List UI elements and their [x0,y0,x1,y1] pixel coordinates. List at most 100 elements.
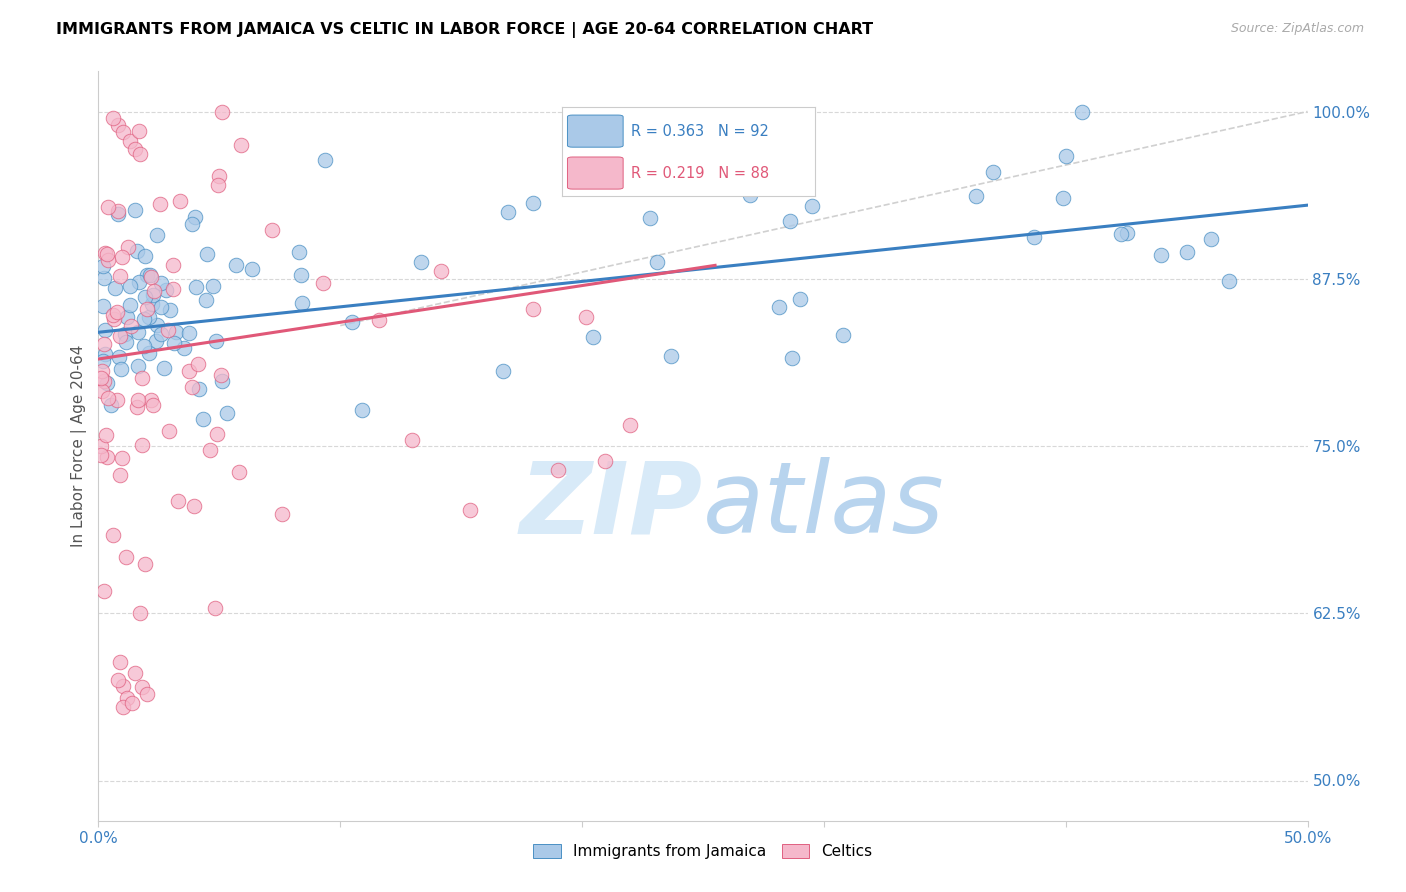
Point [103,308,125,322]
Point [1201,232,1223,246]
Point [150,277,173,291]
Point [125,244,148,259]
Point [97,252,120,267]
Text: IMMIGRANTS FROM JAMAICA VS CELTIC IN LABOR FORCE | AGE 20-64 CORRELATION CHART: IMMIGRANTS FROM JAMAICA VS CELTIC IN LAB… [56,22,873,38]
Point [157,425,180,439]
Point [131,680,153,694]
Point [145,334,167,348]
Point [117,690,139,705]
Point [207,178,229,192]
Point [832,327,855,342]
Point [128,123,150,137]
Point [142,285,165,299]
Point [107,351,129,365]
Point [173,341,195,355]
Point [120,298,142,312]
Point [104,281,127,295]
Text: atlas: atlas [703,458,945,555]
Point [314,153,336,168]
Point [93,337,115,351]
Point [149,197,172,211]
Point [593,454,616,468]
Point [1109,227,1132,241]
Point [150,327,173,342]
Point [195,247,218,261]
Point [163,336,186,351]
Point [647,255,669,269]
Point [107,206,129,220]
Point [207,169,229,183]
Point [114,327,136,342]
Point [150,301,173,315]
Point [100,398,122,412]
Point [129,606,152,620]
Point [90,363,112,377]
Point [768,300,790,314]
Point [146,227,169,242]
Point [90,448,112,462]
Point [115,549,138,564]
Point [124,666,146,681]
FancyBboxPatch shape [568,157,623,189]
Point [205,334,228,349]
Point [789,292,811,306]
Point [411,254,433,268]
Text: R = 0.219   N = 88: R = 0.219 N = 88 [631,166,769,180]
Point [90,371,112,385]
Point [1116,226,1139,240]
Point [94,427,117,442]
Point [141,297,163,311]
Point [128,147,150,161]
Point [575,310,598,324]
Point [169,194,191,209]
Point [153,361,176,376]
Y-axis label: In Labor Force | Age 20-64: In Labor Force | Age 20-64 [72,345,87,547]
Point [177,326,200,341]
Point [311,277,333,291]
Point [91,299,114,313]
Text: R = 0.363   N = 92: R = 0.363 N = 92 [631,124,769,138]
Legend: Immigrants from Jamaica, Celtics: Immigrants from Jamaica, Celtics [527,838,879,865]
Point [90,439,112,453]
Point [340,315,363,329]
Point [134,557,156,571]
Point [120,319,142,334]
Point [94,323,117,337]
Point [124,202,146,217]
Point [522,196,544,211]
Point [228,465,250,479]
Point [659,349,682,363]
Point [125,401,148,415]
Point [142,398,165,412]
Point [291,296,314,310]
Point [271,508,294,522]
Point [112,679,135,693]
Point [779,214,801,228]
Point [134,249,156,263]
Point [136,301,159,316]
Point [1218,274,1240,288]
Point [96,376,118,390]
Point [138,310,160,325]
Point [138,346,160,360]
Point [204,601,226,615]
Text: ZIP: ZIP [520,458,703,555]
Point [111,451,134,466]
Point [127,326,149,340]
Point [1175,245,1198,260]
Point [496,205,519,219]
Point [188,382,211,396]
Point [350,403,373,417]
Point [128,275,150,289]
Point [183,211,205,225]
Text: Source: ZipAtlas.com: Source: ZipAtlas.com [1230,22,1364,36]
Point [132,339,155,353]
Point [90,384,112,398]
Point [142,288,165,302]
Point [117,239,139,253]
Point [127,392,149,407]
Point [201,278,224,293]
Point [105,305,128,319]
Point [1052,191,1074,205]
Point [110,467,132,482]
